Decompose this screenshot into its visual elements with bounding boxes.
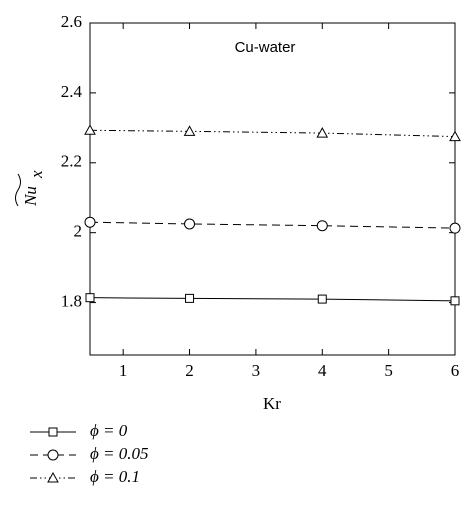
y-tick-label: 2.2	[61, 152, 82, 171]
marker	[184, 218, 196, 230]
marker	[84, 216, 96, 228]
x-tick-label: 2	[185, 361, 194, 380]
marker	[84, 124, 96, 135]
y-axis-label: Nu x	[15, 170, 46, 207]
y-tick-label: 2.4	[61, 82, 83, 101]
legend-label: ϕ = 0	[90, 421, 128, 440]
marker	[183, 125, 196, 136]
marker	[449, 130, 461, 142]
marker	[185, 293, 195, 303]
marker	[48, 427, 58, 437]
x-tick-label: 5	[384, 361, 393, 380]
tilde	[15, 173, 21, 207]
y-label-main: Nu	[21, 186, 40, 207]
annotation: Cu-water	[235, 39, 296, 56]
marker	[47, 449, 59, 461]
x-tick-label: 4	[318, 361, 327, 380]
legend-label: ϕ = 0.05	[90, 444, 149, 463]
series-line	[89, 297, 456, 302]
marker	[449, 222, 461, 234]
marker	[317, 294, 327, 304]
x-tick-label: 1	[119, 361, 128, 380]
y-label-sub: x	[27, 170, 46, 179]
marker	[85, 293, 95, 303]
x-tick-label: 3	[252, 361, 261, 380]
y-tick-label: 2	[74, 222, 83, 241]
legend-label: ϕ = 0.1	[90, 467, 140, 486]
x-tick-label: 6	[451, 361, 460, 380]
y-tick-label: 1.8	[61, 291, 82, 310]
marker	[316, 220, 328, 232]
plot-frame	[89, 22, 456, 356]
marker	[47, 471, 59, 483]
series-line	[89, 129, 456, 138]
series-line	[89, 221, 456, 229]
marker	[316, 127, 329, 138]
marker	[450, 296, 460, 306]
x-axis-label: Kr	[263, 394, 281, 413]
y-tick-label: 2.6	[61, 12, 82, 31]
